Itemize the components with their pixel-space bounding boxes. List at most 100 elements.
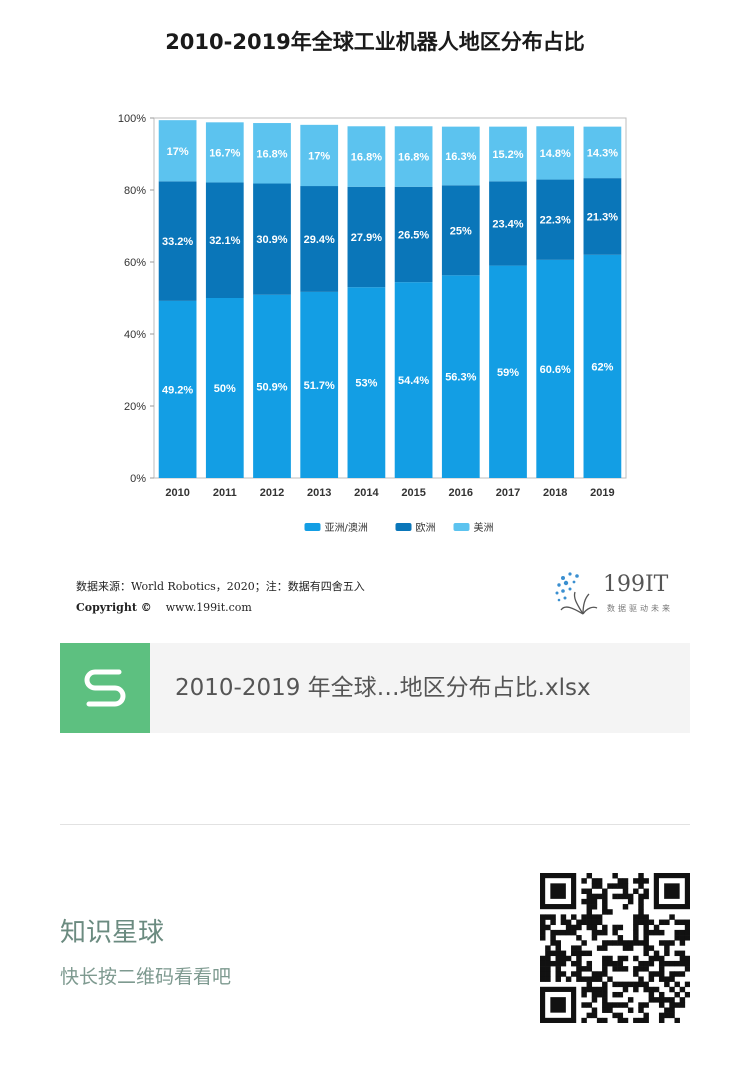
data-label: 15.2% xyxy=(492,149,523,161)
y-tick-label: 60% xyxy=(124,257,146,269)
data-label: 59% xyxy=(497,367,519,379)
bar-segment xyxy=(205,122,244,183)
logo-slogan: 数据驱动未来 xyxy=(607,604,673,613)
y-tick-label: 80% xyxy=(124,185,146,197)
bar-segment xyxy=(158,181,197,301)
data-label: 14.8% xyxy=(540,148,571,160)
data-label: 17% xyxy=(308,150,330,162)
data-label: 16.8% xyxy=(351,152,382,164)
section-divider xyxy=(60,824,690,825)
bar-segment xyxy=(300,124,339,187)
data-label: 16.8% xyxy=(398,152,429,164)
data-label: 32.1% xyxy=(209,235,240,247)
data-label: 33.2% xyxy=(162,236,193,248)
bar-segment xyxy=(536,126,575,180)
data-label: 25% xyxy=(450,225,472,237)
bar-segment xyxy=(536,179,575,260)
bar-segment xyxy=(300,186,339,292)
data-label: 50.9% xyxy=(256,381,287,393)
data-label: 17% xyxy=(167,146,189,158)
bar-segment xyxy=(205,298,244,478)
copyright-line: Copyright © www.199it.com xyxy=(76,597,365,618)
y-tick-label: 20% xyxy=(124,401,146,413)
data-label: 53% xyxy=(355,378,377,390)
x-tick-label: 2018 xyxy=(543,487,567,499)
data-label: 14.3% xyxy=(587,147,618,159)
legend-swatch xyxy=(453,523,470,531)
data-label: 50% xyxy=(214,383,236,395)
bar-segment xyxy=(489,126,527,182)
bar-segment xyxy=(253,294,291,478)
source-site: www.199it.com xyxy=(165,601,252,614)
bar-segment xyxy=(583,178,622,255)
stacked-bar-chart: 0% 20% 40% 60% 80% 100% 49.2% 33.2% 17% 2010 50% 32… xyxy=(118,113,627,534)
data-label: 26.5% xyxy=(398,229,429,241)
x-tick-label: 2016 xyxy=(449,487,473,499)
x-tick-label: 2010 xyxy=(165,487,189,499)
x-tick-label: 2017 xyxy=(496,487,520,499)
bar-segment xyxy=(347,186,386,288)
x-tick-label: 2014 xyxy=(354,487,379,499)
legend-label: 美洲 xyxy=(474,521,494,534)
bar-segment xyxy=(347,287,386,478)
copyright-label: Copyright © xyxy=(76,601,152,614)
spreadsheet-s-icon xyxy=(60,643,150,733)
data-label: 54.4% xyxy=(398,375,429,387)
data-label: 51.7% xyxy=(304,380,335,392)
bar-segment xyxy=(441,275,480,478)
logo-brand-text: 199IT xyxy=(603,572,669,597)
x-tick-label: 2015 xyxy=(401,487,425,499)
file-attachment[interactable]: 2010-2019 年全球…地区分布占比.xlsx xyxy=(60,643,690,733)
bar-segment xyxy=(253,123,291,184)
data-label: 16.7% xyxy=(209,147,240,159)
bar-segment xyxy=(583,254,622,478)
x-tick-label: 2011 xyxy=(213,487,237,499)
legend-label: 欧洲 xyxy=(416,522,436,534)
bar-segment xyxy=(394,126,433,187)
data-label: 30.9% xyxy=(256,234,287,246)
bar-segment xyxy=(158,120,197,182)
bar-segment xyxy=(253,183,291,295)
bar-segment xyxy=(536,259,575,478)
bar-segment xyxy=(441,185,480,276)
bar-segment xyxy=(441,126,480,186)
data-label: 22.3% xyxy=(540,215,571,227)
y-tick-label: 40% xyxy=(124,329,146,341)
file-name[interactable]: 2010-2019 年全球…地区分布占比.xlsx xyxy=(175,675,591,701)
bar-segment xyxy=(489,181,527,266)
bar-segment xyxy=(394,186,433,283)
bar-segment xyxy=(394,282,433,478)
legend-swatch xyxy=(304,523,321,531)
brand-logo: 199IT 数据驱动未来 xyxy=(553,570,683,618)
data-label: 60.6% xyxy=(540,364,571,376)
planet-title: 知识星球 xyxy=(60,918,165,948)
chart-title: 2010-2019年全球工业机器人地区分布占比 xyxy=(165,30,585,54)
source-line: 数据来源：World Robotics，2020；注：数据有四舍五入 xyxy=(76,580,365,593)
bar-segment xyxy=(347,126,386,187)
qr-code-icon[interactable] xyxy=(540,873,690,1023)
data-label: 23.4% xyxy=(492,218,523,230)
x-tick-label: 2019 xyxy=(590,487,614,499)
data-label: 56.3% xyxy=(445,372,476,384)
y-tick-label: 0% xyxy=(130,473,146,485)
bar-segment xyxy=(489,265,527,478)
data-label: 21.3% xyxy=(587,211,618,223)
bar-segment xyxy=(158,300,197,478)
legend-swatch xyxy=(395,523,412,531)
x-tick-label: 2013 xyxy=(307,487,331,499)
plot-area-frame xyxy=(153,117,627,479)
dandelion-logo-icon xyxy=(555,572,598,615)
data-label: 62% xyxy=(591,361,613,373)
x-tick-label: 2012 xyxy=(260,487,284,499)
y-tick-label: 100% xyxy=(118,113,146,125)
bar-segment xyxy=(205,182,244,298)
data-label: 29.4% xyxy=(304,234,335,246)
data-label: 27.9% xyxy=(351,232,382,244)
data-label: 16.8% xyxy=(256,148,287,160)
legend-label: 亚洲/澳洲 xyxy=(325,521,368,534)
planet-subtitle: 快长按二维码看看吧 xyxy=(60,966,232,988)
source-note: 数据来源：World Robotics，2020；注：数据有四舍五入 Copyr… xyxy=(76,576,365,618)
bar-segment xyxy=(583,126,622,179)
bar-segment xyxy=(300,291,339,478)
data-label: 49.2% xyxy=(162,384,193,396)
